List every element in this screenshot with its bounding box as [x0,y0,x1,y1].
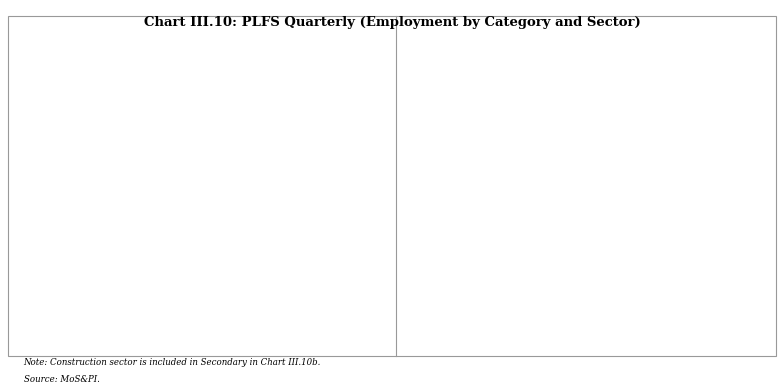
Bar [630,63,648,207]
Text: Chart III.10: PLFS Quarterly (Employment by Category and Sector): Chart III.10: PLFS Quarterly (Employment… [143,16,641,29]
Bar [160,63,177,156]
Bar [223,156,240,183]
Bar [694,63,711,209]
Title: b. Sector-wise Employment in Urban Areas
(Age 15 and above): b. Sector-wise Employment in Urban Areas… [467,39,717,59]
Bar [223,183,240,297]
Text: Source: MoS&PI.: Source: MoS&PI. [24,375,100,384]
Bar [599,285,616,297]
Bar [223,63,240,156]
Bar [96,156,114,183]
Bar [662,208,680,285]
Bar [318,158,335,183]
Bar [96,183,114,297]
Legend: Regular salaried, Self-employed, Casual labour: Regular salaried, Self-employed, Casual … [84,387,347,391]
Bar [254,183,271,297]
Bar [128,183,146,297]
Bar [254,158,271,183]
Bar [568,207,585,285]
Bar [725,209,742,284]
Bar [568,285,585,297]
Bar [630,207,648,284]
Bar [285,158,303,183]
Bar [441,284,459,297]
Bar [254,63,271,158]
Bar [160,183,177,297]
Bar [191,63,209,156]
Bar [441,63,459,206]
Bar [128,63,146,156]
Bar [725,63,742,209]
Bar [349,183,366,297]
Text: Note: Construction sector is included in Secondary in Chart III.10b.: Note: Construction sector is included in… [24,358,321,367]
Bar [349,63,366,156]
Bar [568,63,585,207]
Bar [96,63,114,156]
Bar [725,284,742,297]
Bar [191,156,209,183]
Bar [694,209,711,284]
Bar [504,207,522,285]
Bar [65,156,82,183]
Bar [473,63,490,206]
Bar [285,183,303,297]
Bar [536,283,554,297]
Bar [160,156,177,183]
Bar [536,63,554,206]
Bar [630,284,648,297]
Bar [504,285,522,297]
Y-axis label: Per cent: Per cent [390,159,400,201]
Bar [662,63,680,208]
Legend: Agriculture, Secondary, Tertiary: Agriculture, Secondary, Tertiary [493,387,691,391]
Title: a. Category-wise Employment in Urban Areas
(Age 15 and above): a. Category-wise Employment in Urban Are… [85,39,347,59]
Bar [285,63,303,158]
Bar [662,285,680,297]
Y-axis label: Per cent: Per cent [14,159,24,201]
Bar [473,285,490,297]
Bar [65,183,82,297]
Bar [599,63,616,208]
Bar [504,63,522,207]
Bar [318,63,335,158]
Bar [191,183,209,297]
Bar [473,206,490,285]
Bar [599,208,616,285]
Bar [441,206,459,284]
Bar [536,206,554,283]
Bar [65,63,82,156]
Bar [128,156,146,183]
Bar [694,284,711,297]
Bar [318,183,335,297]
Bar [349,156,366,183]
